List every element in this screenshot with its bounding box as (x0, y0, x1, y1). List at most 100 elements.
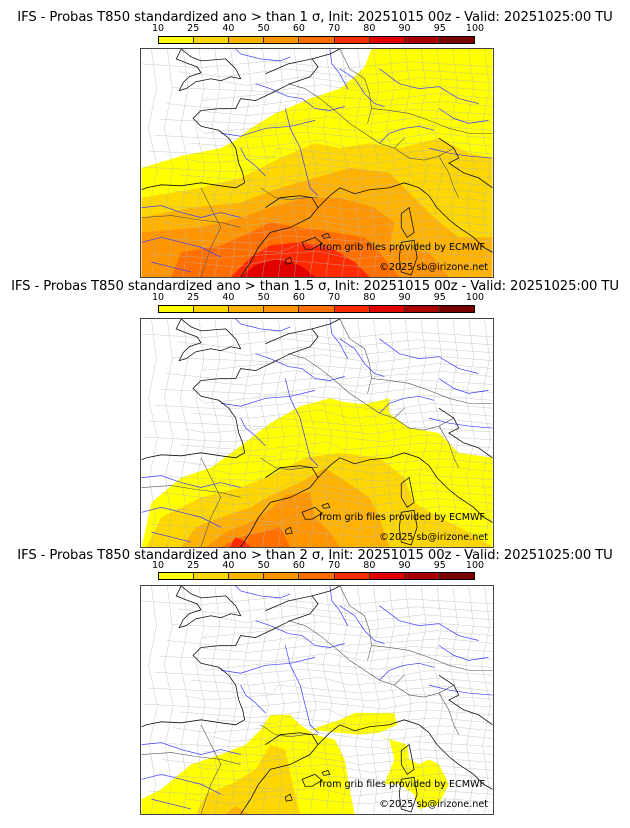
colorbar-tick-label: 25 (187, 560, 200, 571)
probability-contour-40 (225, 806, 249, 814)
panel-2-credit-source: from grib files provided by ECMWF (319, 512, 485, 523)
colorbar-segment (159, 573, 195, 579)
colorbar-tick-label: 10 (151, 23, 165, 34)
colorbar-tick-label: 25 (187, 292, 200, 303)
colorbar-tick-label: 50 (257, 560, 270, 571)
river (329, 586, 349, 626)
admin-boundaries (141, 49, 493, 277)
country-border (371, 378, 493, 404)
admin-boundary (142, 163, 493, 173)
admin-boundary (202, 92, 493, 101)
colorbar-segment (369, 37, 405, 43)
admin-boundary (202, 629, 493, 638)
admin-boundary (338, 49, 348, 277)
admin-boundary (203, 481, 493, 490)
river (235, 586, 291, 599)
admin-boundary (449, 586, 460, 814)
admin-boundaries (141, 586, 493, 814)
admin-boundary (196, 661, 493, 671)
river (329, 319, 349, 359)
admin-boundary (417, 586, 428, 814)
coastline (301, 773, 323, 787)
panel-3-map: from grib files provided by ECMWF ©2025 … (140, 585, 494, 815)
admin-boundary (259, 49, 269, 277)
panel-3-title: IFS - Probas T850 standardized ano > tha… (17, 548, 613, 563)
river (379, 395, 435, 414)
colorbar-segment (439, 306, 474, 312)
country-border (200, 724, 222, 814)
admin-boundary (160, 116, 493, 125)
admin-boundary (167, 203, 493, 212)
admin-boundary (215, 716, 493, 726)
coastlines (141, 49, 493, 277)
river (438, 378, 489, 394)
admin-boundary (370, 586, 380, 814)
admin-boundary (155, 505, 493, 514)
river (240, 417, 266, 447)
country-border (371, 645, 493, 671)
admin-boundary (191, 139, 493, 149)
admin-boundary (148, 319, 158, 547)
admin-boundary (196, 124, 493, 134)
admin-boundary (167, 740, 493, 749)
coastline (400, 476, 415, 508)
river (284, 108, 319, 196)
admin-boundary (167, 473, 493, 482)
admin-boundary (401, 319, 412, 547)
colorbar-tick-label: 40 (222, 292, 235, 303)
probability-contour-70 (228, 537, 251, 547)
country-borders (141, 586, 493, 814)
admin-boundary (195, 319, 206, 547)
admin-boundary (227, 49, 237, 277)
admin-boundary (275, 49, 285, 277)
admin-boundary (417, 319, 428, 547)
admin-boundary (195, 49, 206, 277)
colorbar-segment (264, 37, 300, 43)
river (235, 319, 291, 332)
coastline (311, 49, 340, 60)
coastline (400, 743, 415, 775)
river (339, 605, 385, 644)
river (235, 49, 291, 62)
admin-boundary (160, 653, 493, 662)
river (428, 417, 493, 429)
rivers (141, 586, 493, 810)
admin-boundary (214, 76, 493, 86)
country-border (394, 147, 454, 161)
river (240, 684, 266, 714)
colorbar-segment (439, 573, 474, 579)
coastline (175, 319, 242, 362)
panel-1-colorbar (158, 36, 475, 44)
river (379, 662, 435, 681)
river (379, 605, 479, 641)
colorbar-tick-label: 50 (257, 292, 270, 303)
country-border (339, 586, 372, 661)
admin-boundary (148, 586, 158, 814)
admin-boundary (449, 49, 460, 277)
colorbar-tick-label: 40 (222, 560, 235, 571)
river (379, 125, 435, 144)
colorbar-tick-label: 60 (292, 23, 305, 34)
admin-boundary (202, 645, 493, 654)
river (255, 83, 345, 111)
admin-boundary (195, 586, 206, 814)
panel-2-credit-copyright: ©2025 sb@irizone.net (379, 532, 488, 543)
admin-boundary (192, 243, 493, 253)
admin-boundary (192, 780, 493, 790)
admin-boundary (306, 319, 317, 547)
coastline (311, 319, 340, 330)
admin-boundary (214, 613, 493, 623)
country-border (141, 752, 241, 765)
admin-boundary (161, 219, 493, 229)
colorbar-tick-label: 10 (151, 292, 165, 303)
coastline (317, 182, 493, 253)
admin-boundary (186, 258, 493, 268)
admin-boundary (275, 586, 285, 814)
admin-boundary (198, 764, 493, 773)
river (141, 475, 241, 488)
probability-contour-80 (240, 259, 316, 277)
country-border (288, 83, 405, 149)
admin-boundary (166, 637, 493, 647)
admin-boundary (141, 597, 493, 607)
river (220, 120, 316, 137)
